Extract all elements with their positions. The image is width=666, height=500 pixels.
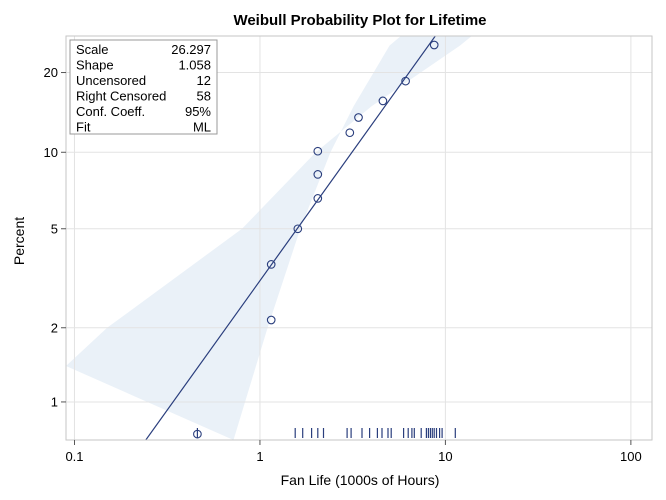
plot-frame (65, 35, 653, 441)
data-point (266, 315, 276, 325)
y-tick-label: 1 (51, 394, 58, 409)
y-tick-label: 10 (44, 145, 58, 160)
stat-label: Uncensored (76, 73, 146, 88)
x-tick-label: 0.1 (65, 449, 83, 464)
data-point (354, 113, 363, 122)
data-point (345, 128, 355, 138)
x-tick-label: 1 (256, 449, 263, 464)
stats-box-border (69, 39, 218, 135)
data-point (313, 146, 323, 156)
x-tick-label: 10 (438, 449, 452, 464)
data-point (266, 260, 276, 269)
data-point (401, 76, 410, 86)
x-axis-label: Fan Life (1000s of Hours) (281, 472, 440, 488)
points-layer (193, 40, 439, 439)
data-point (313, 170, 323, 179)
stat-value: 26.297 (171, 42, 211, 57)
stat-label: Conf. Coeff. (76, 104, 145, 119)
censored-marks-layer (196, 428, 456, 438)
stat-label: Right Censored (76, 89, 166, 104)
fit-statistics-box: Scale 26.297 Shape 1.058 Uncensored 12 Right C… (69, 39, 218, 135)
stat-value: 1.058 (178, 58, 211, 73)
data-point (193, 429, 202, 439)
data-point (429, 40, 439, 50)
stats-rows: Scale 26.297 Shape 1.058 Uncensored 12 Right C… (76, 42, 211, 135)
data-point (378, 96, 388, 106)
stat-value: ML (193, 120, 211, 135)
stat-label: Shape (76, 58, 114, 73)
y-tick-label: 5 (51, 221, 58, 236)
y-tick-label: 20 (44, 65, 58, 80)
stat-value: 95% (185, 104, 211, 119)
y-axis-label: Percent (11, 217, 27, 265)
stat-value: 58 (197, 89, 211, 104)
stat-label: Scale (76, 42, 109, 57)
y-tick-label: 2 (51, 320, 58, 335)
data-point (313, 194, 323, 203)
stat-value: 12 (197, 73, 211, 88)
confidence-band (66, 36, 472, 440)
stat-label: Fit (76, 120, 91, 135)
confidence-band-layer (66, 36, 472, 440)
data-point (293, 224, 303, 234)
x-tick-label: 100 (620, 449, 642, 464)
chart-title: Weibull Probability Plot for Lifetime (233, 12, 486, 29)
